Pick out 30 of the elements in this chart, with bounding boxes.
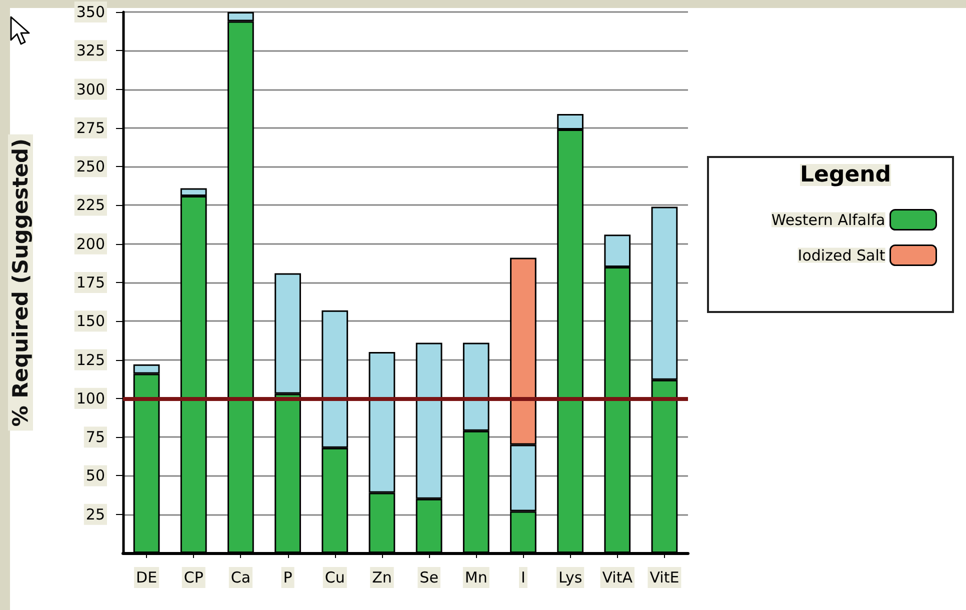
x-tick-label: Ca (230, 568, 251, 586)
x-tick-label: Cu (324, 568, 345, 586)
y-tick-label: 150 (76, 312, 105, 330)
legend-title: Legend (800, 162, 892, 188)
y-tick-label: 75 (86, 428, 105, 446)
y-tick-label: 200 (76, 234, 105, 253)
y-tick-label: 25 (86, 505, 105, 524)
x-tick-label: Lys (558, 568, 582, 586)
y-tick-label: 325 (76, 42, 105, 60)
x-tick-label: P (283, 568, 292, 586)
y-tick-label: 100 (76, 389, 105, 408)
x-tick-label: VitA (602, 568, 634, 586)
x-tick-label: I (520, 568, 526, 586)
x-tick-label: DE (136, 568, 158, 586)
x-tick-label: Zn (372, 568, 392, 586)
y-tick-label: 350 (76, 3, 105, 21)
y-tick-label: 250 (76, 158, 105, 176)
legend-label: Iodized Salt (798, 246, 886, 264)
y-tick-label: 175 (76, 274, 105, 292)
x-tick-label: CP (184, 568, 204, 586)
y-tick-label: 225 (76, 196, 105, 214)
y-tick-label: 50 (86, 466, 105, 485)
y-tick-label: 300 (76, 80, 105, 98)
y-axis-title: % Required (Suggested) (8, 138, 32, 427)
legend-label: Western Alfalfa (771, 210, 886, 229)
x-tick-label: VitE (650, 568, 680, 586)
x-tick-label: Mn (464, 568, 488, 586)
y-tick-label: 275 (76, 118, 105, 137)
x-tick-label: Se (420, 568, 438, 586)
y-tick-label: 125 (76, 350, 105, 369)
